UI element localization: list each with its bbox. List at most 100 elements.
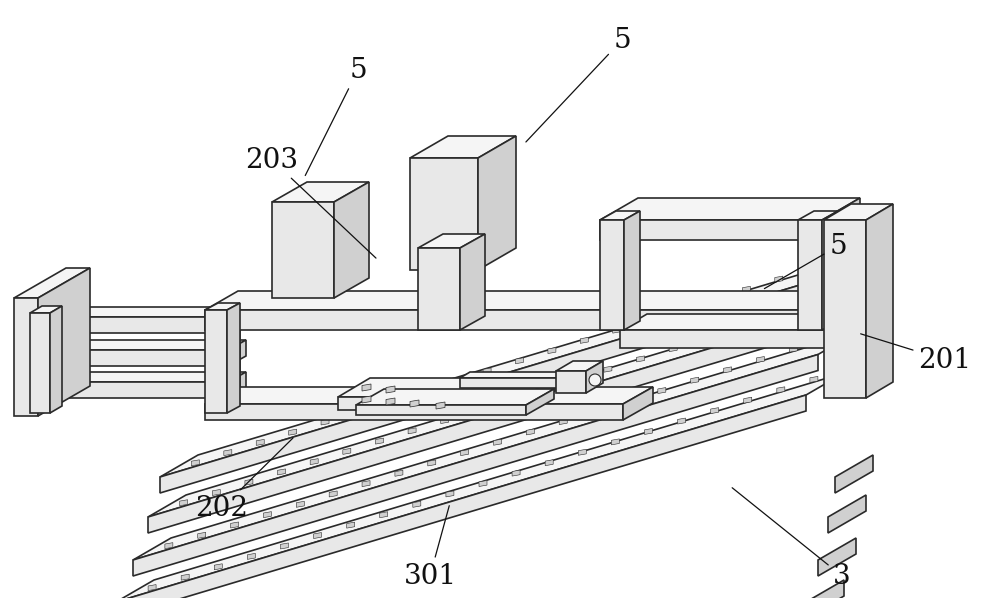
- Polygon shape: [280, 543, 288, 549]
- Polygon shape: [678, 307, 686, 313]
- Polygon shape: [590, 372, 600, 388]
- Polygon shape: [38, 268, 90, 416]
- Polygon shape: [775, 276, 783, 282]
- Polygon shape: [314, 533, 322, 539]
- Polygon shape: [413, 501, 421, 507]
- Polygon shape: [556, 371, 586, 393]
- Polygon shape: [866, 204, 893, 398]
- Polygon shape: [494, 440, 502, 446]
- Polygon shape: [479, 481, 487, 487]
- Polygon shape: [623, 387, 653, 420]
- Polygon shape: [212, 489, 220, 496]
- Polygon shape: [483, 368, 491, 374]
- Polygon shape: [133, 355, 818, 576]
- Polygon shape: [798, 211, 838, 220]
- Polygon shape: [338, 378, 555, 397]
- Polygon shape: [227, 303, 240, 413]
- Polygon shape: [148, 585, 156, 591]
- Text: 203: 203: [246, 147, 376, 258]
- Polygon shape: [30, 382, 228, 398]
- Polygon shape: [14, 268, 90, 298]
- Polygon shape: [611, 439, 619, 445]
- Polygon shape: [742, 286, 750, 292]
- Polygon shape: [30, 350, 228, 366]
- Polygon shape: [460, 378, 590, 388]
- Polygon shape: [548, 347, 556, 353]
- Polygon shape: [620, 330, 838, 348]
- Polygon shape: [180, 500, 188, 506]
- Polygon shape: [256, 440, 264, 446]
- Polygon shape: [148, 291, 866, 517]
- Polygon shape: [478, 136, 516, 270]
- Polygon shape: [473, 407, 481, 413]
- Polygon shape: [205, 303, 240, 310]
- Polygon shape: [744, 397, 752, 403]
- Polygon shape: [408, 428, 416, 434]
- Polygon shape: [586, 361, 603, 393]
- Polygon shape: [620, 314, 865, 330]
- Polygon shape: [296, 501, 304, 507]
- Polygon shape: [386, 386, 395, 393]
- Polygon shape: [160, 252, 873, 477]
- Polygon shape: [334, 182, 369, 298]
- Circle shape: [589, 374, 601, 386]
- Polygon shape: [30, 306, 62, 313]
- Polygon shape: [428, 460, 436, 466]
- Polygon shape: [191, 460, 199, 466]
- Polygon shape: [645, 317, 653, 323]
- Polygon shape: [580, 337, 588, 343]
- Polygon shape: [539, 387, 547, 393]
- Polygon shape: [205, 310, 843, 330]
- Polygon shape: [711, 408, 719, 414]
- Polygon shape: [247, 553, 255, 559]
- Polygon shape: [512, 470, 520, 476]
- Polygon shape: [410, 400, 419, 407]
- Polygon shape: [789, 346, 797, 352]
- Polygon shape: [362, 384, 371, 391]
- Polygon shape: [228, 307, 246, 333]
- Polygon shape: [14, 298, 38, 416]
- Polygon shape: [228, 372, 246, 398]
- Polygon shape: [818, 538, 856, 576]
- Polygon shape: [600, 211, 640, 220]
- Polygon shape: [116, 373, 844, 598]
- Polygon shape: [208, 306, 240, 313]
- Polygon shape: [205, 291, 876, 310]
- Polygon shape: [571, 377, 579, 383]
- Text: 3: 3: [732, 488, 851, 590]
- Polygon shape: [526, 389, 554, 415]
- Polygon shape: [600, 198, 860, 220]
- Polygon shape: [362, 481, 370, 487]
- Text: 5: 5: [305, 56, 367, 176]
- Polygon shape: [116, 395, 806, 598]
- Polygon shape: [460, 234, 485, 330]
- Polygon shape: [30, 340, 246, 350]
- Polygon shape: [506, 397, 514, 403]
- Polygon shape: [734, 325, 742, 331]
- Polygon shape: [592, 408, 600, 414]
- Polygon shape: [228, 306, 240, 413]
- Polygon shape: [356, 389, 554, 405]
- Polygon shape: [30, 372, 246, 382]
- Polygon shape: [637, 356, 645, 362]
- Polygon shape: [600, 220, 822, 240]
- Polygon shape: [710, 297, 718, 303]
- Polygon shape: [702, 335, 710, 341]
- Polygon shape: [133, 332, 856, 560]
- Polygon shape: [691, 377, 699, 383]
- Polygon shape: [828, 495, 866, 533]
- Polygon shape: [578, 449, 586, 455]
- Text: 202: 202: [196, 438, 293, 521]
- Polygon shape: [278, 469, 286, 475]
- Polygon shape: [625, 398, 633, 404]
- Polygon shape: [446, 491, 454, 497]
- Polygon shape: [343, 448, 351, 454]
- Polygon shape: [205, 387, 653, 404]
- Polygon shape: [347, 522, 355, 528]
- Polygon shape: [362, 396, 371, 403]
- Polygon shape: [329, 491, 337, 497]
- Polygon shape: [228, 340, 246, 366]
- Polygon shape: [386, 399, 394, 405]
- Polygon shape: [272, 182, 369, 202]
- Polygon shape: [838, 314, 865, 348]
